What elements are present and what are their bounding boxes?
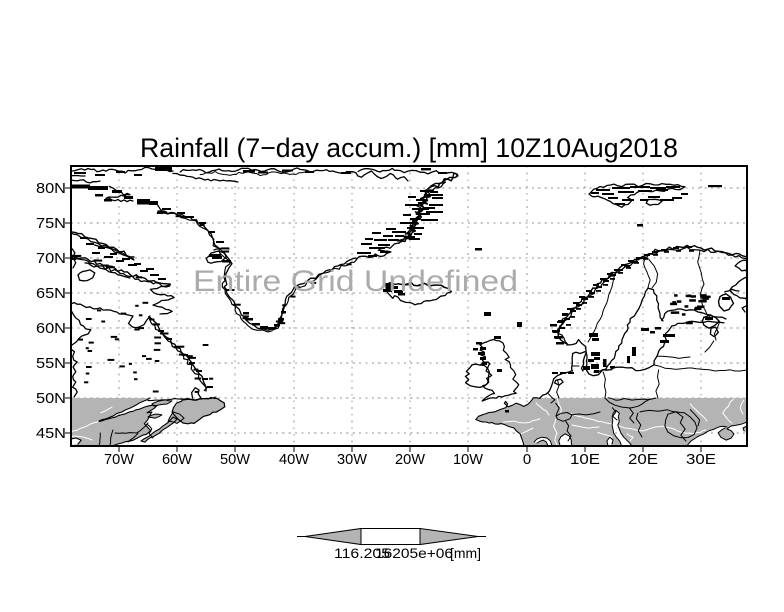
svg-text:60N: 60N bbox=[36, 320, 66, 337]
svg-text:116.205: 116.205 bbox=[334, 545, 390, 561]
svg-text:Entire Grid Undefined: Entire Grid Undefined bbox=[193, 265, 518, 298]
svg-text:40W: 40W bbox=[279, 451, 310, 468]
svg-text:30W: 30W bbox=[337, 451, 368, 468]
svg-text:0: 0 bbox=[523, 451, 531, 468]
svg-text:16205e+06: 16205e+06 bbox=[375, 545, 453, 561]
svg-text:75N: 75N bbox=[36, 215, 66, 232]
svg-text:70W: 70W bbox=[104, 451, 135, 468]
svg-text:20W: 20W bbox=[395, 451, 426, 468]
svg-text:55N: 55N bbox=[36, 355, 66, 372]
svg-text:Rainfall (7−day accum.) [mm] 1: Rainfall (7−day accum.) [mm] 10Z10Aug201… bbox=[140, 133, 678, 163]
svg-text:[mm]: [mm] bbox=[450, 545, 481, 561]
svg-text:30E: 30E bbox=[686, 451, 716, 468]
svg-text:45N: 45N bbox=[36, 425, 66, 442]
svg-text:65N: 65N bbox=[36, 285, 66, 302]
svg-text:20E: 20E bbox=[628, 451, 658, 468]
svg-text:10E: 10E bbox=[570, 451, 600, 468]
svg-text:50W: 50W bbox=[220, 451, 251, 468]
svg-text:70N: 70N bbox=[36, 250, 66, 267]
svg-text:10W: 10W bbox=[453, 451, 484, 468]
svg-text:80N: 80N bbox=[36, 180, 66, 197]
svg-text:60W: 60W bbox=[162, 451, 193, 468]
svg-text:50N: 50N bbox=[36, 390, 66, 407]
